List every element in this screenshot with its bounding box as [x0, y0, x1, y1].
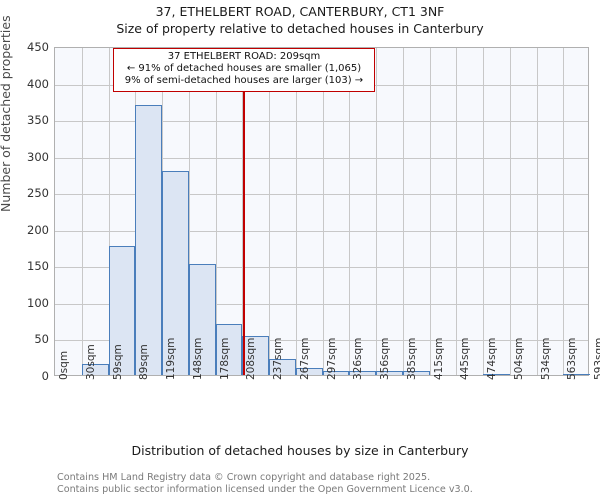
x-axis-tick-label: 297sqm — [325, 337, 338, 380]
histogram-bar — [188, 263, 216, 375]
x-axis-tick-label: 356sqm — [379, 337, 391, 380]
gridline-vertical — [81, 48, 83, 375]
histogram-bar — [295, 368, 323, 375]
gridline-horizontal — [55, 230, 588, 232]
bars-layer — [55, 48, 590, 375]
x-axis-tick-label: 237sqm — [272, 337, 284, 380]
x-axis-tick-label: 178sqm — [218, 337, 231, 380]
gridline-vertical — [349, 48, 351, 375]
histogram-bar — [322, 370, 350, 375]
x-axis-tick-label: 30sqm — [84, 344, 97, 380]
annotation-line-3: 9% of semi-detached houses are larger (1… — [124, 75, 364, 87]
histogram-bar — [108, 246, 136, 375]
property-annotation-box: 37 ETHELBERT ROAD: 209sqm ← 91% of detac… — [113, 48, 375, 92]
histogram-bar — [376, 371, 403, 375]
gridline-vertical — [215, 48, 217, 375]
histogram-bar — [81, 364, 109, 375]
x-axis-tick-label: 563sqm — [566, 337, 579, 380]
histogram-bar — [162, 171, 189, 375]
gridline-vertical — [509, 48, 511, 375]
y-axis-tick-label: 400 — [27, 76, 49, 91]
x-axis-labels: 0sqm 30sqm 59sqm 89sqm 119sqm 148sqm 178sqm 208… — [0, 338, 600, 430]
histogram-bar — [242, 336, 269, 375]
annotation-line-2: ← 91% of detached houses are smaller (1,… — [126, 63, 362, 75]
gridline-horizontal — [55, 340, 588, 342]
x-axis-tick-label: 0sqm — [58, 350, 70, 380]
gridline-vertical — [269, 48, 270, 375]
y-axis-tick-label: 0 — [41, 369, 49, 383]
gridlines — [55, 48, 588, 375]
property-marker-line — [243, 48, 245, 375]
x-axis-tick-label: 593sqm — [593, 337, 600, 380]
gridline-vertical — [536, 48, 538, 375]
histogram-bar — [402, 370, 430, 375]
histogram-bar — [135, 104, 162, 375]
x-axis-title: Distribution of detached houses by size … — [131, 443, 469, 458]
x-axis-tick-label: 89sqm — [138, 344, 151, 380]
attribution-footer: Contains HM Land Registry data © Crown c… — [57, 472, 597, 495]
y-axis-tick-label: 350 — [27, 113, 49, 128]
gridline-horizontal — [55, 194, 588, 196]
x-axis-tick-label: 504sqm — [512, 337, 525, 380]
chart-subtitle: Size of property relative to detached ho… — [116, 21, 484, 36]
y-axis-labels: 0 50 100 150 200 250 300 350 400 450 — [0, 0, 49, 500]
gridline-vertical — [483, 48, 484, 375]
plot-area — [54, 47, 590, 376]
gridline-vertical — [402, 48, 404, 375]
page-title: 37, ETHELBERT ROAD, CANTERBURY, CT1 3NF — [155, 4, 445, 19]
gridline-vertical — [456, 48, 458, 375]
histogram-bar — [483, 373, 510, 375]
y-axis-tick-label: 200 — [27, 222, 49, 237]
x-axis-tick-label: 59sqm — [111, 344, 124, 380]
gridline-vertical — [322, 48, 324, 375]
histogram-bar — [215, 323, 243, 375]
y-axis-tick-label: 100 — [27, 295, 49, 310]
x-axis-tick-label: 267sqm — [298, 337, 311, 380]
histogram-bar — [563, 373, 590, 375]
gridline-horizontal — [55, 267, 588, 269]
gridline-horizontal — [55, 303, 588, 305]
gridline-vertical — [429, 48, 431, 375]
chart-title-block: 37, ETHELBERT ROAD, CANTERBURY, CT1 3NF … — [0, 4, 600, 37]
y-axis-tick-label: 150 — [27, 259, 49, 274]
annotation-line-1: 37 ETHELBERT ROAD: 209sqm — [167, 51, 321, 62]
x-axis-tick-label: 474sqm — [486, 337, 498, 380]
footer-line-1: Contains HM Land Registry data © Crown c… — [57, 472, 431, 483]
y-axis-tick-label: 250 — [27, 186, 49, 201]
y-axis-title: Number of detached properties — [0, 15, 13, 212]
x-axis-tick-label: 148sqm — [191, 337, 204, 380]
x-axis-tick-label: 445sqm — [459, 337, 472, 380]
gridline-vertical — [295, 48, 297, 375]
histogram-bar — [349, 370, 376, 375]
x-axis-tick-label: 119sqm — [165, 337, 177, 380]
gridline-vertical — [376, 48, 377, 375]
x-axis-tick-label: 326sqm — [352, 337, 365, 380]
x-axis-tick-label: 534sqm — [539, 337, 552, 380]
y-axis-tick-label: 50 — [34, 332, 49, 347]
gridline-vertical — [563, 48, 565, 375]
gridline-horizontal — [55, 157, 588, 159]
x-axis-tick-label: 415sqm — [432, 337, 445, 380]
y-axis-tick-label: 450 — [27, 40, 49, 54]
gridline-vertical — [108, 48, 110, 375]
gridline-vertical — [242, 48, 244, 375]
footer-line-2: Contains public sector information licen… — [57, 483, 473, 495]
gridline-horizontal — [55, 121, 588, 123]
gridline-vertical — [188, 48, 190, 375]
histogram-bar — [269, 358, 296, 375]
x-axis-tick-label: 385sqm — [405, 337, 418, 380]
x-axis-tick-label: 208sqm — [245, 337, 258, 380]
marker-line-layer — [55, 48, 588, 375]
y-axis-tick-label: 300 — [27, 149, 49, 164]
